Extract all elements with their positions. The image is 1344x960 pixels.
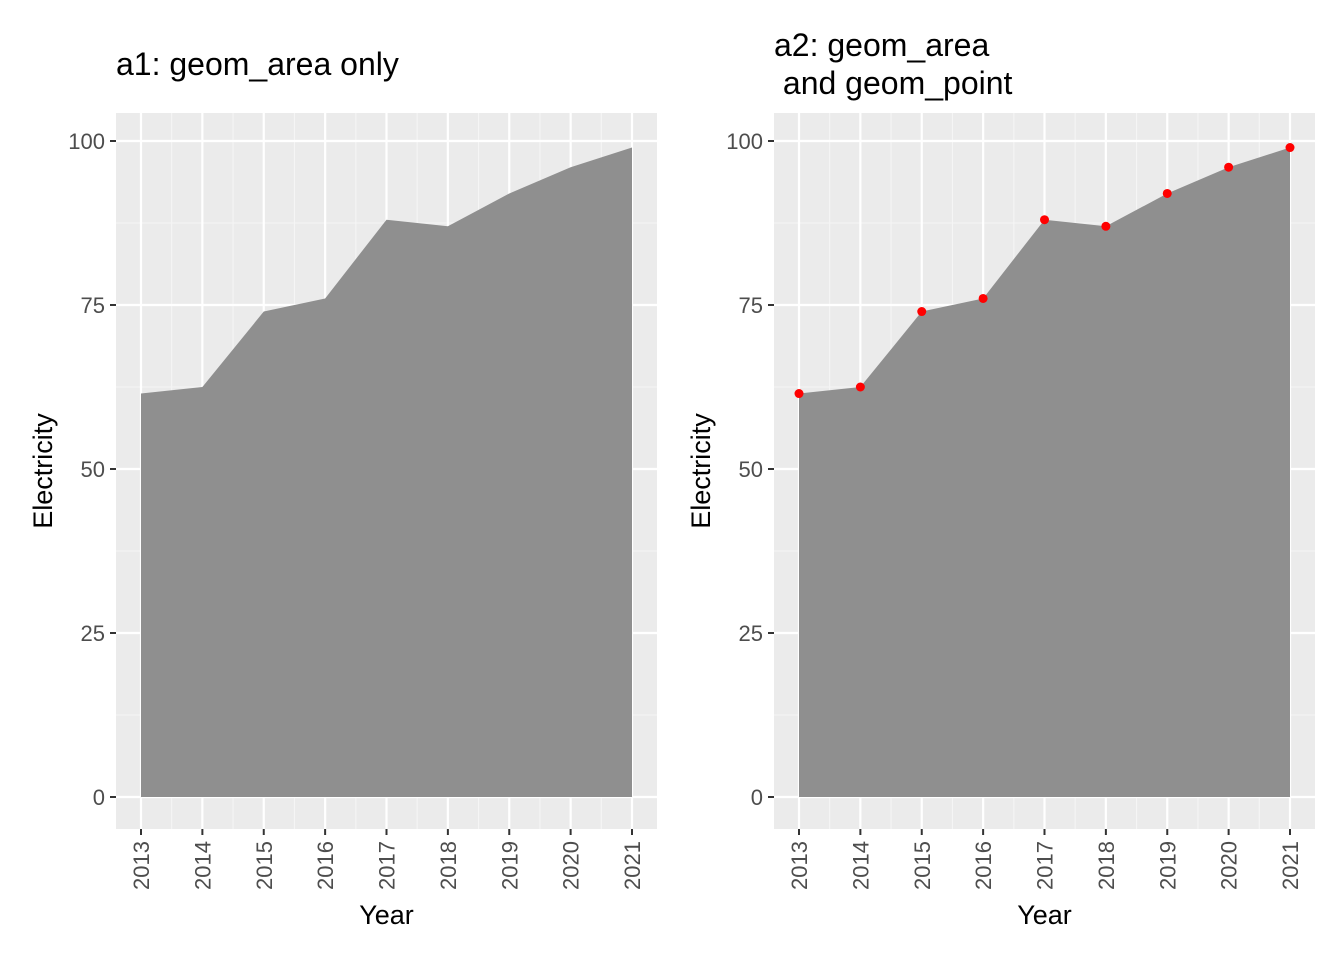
data-point-2017 (1040, 215, 1049, 225)
x-tick-label: 2018 (1094, 841, 1119, 890)
x-axis-title: Year (1017, 900, 1072, 930)
x-tick-label: 2015 (252, 841, 277, 890)
plot-title-line: and geom_point (774, 65, 1013, 101)
x-tick-label: 2021 (620, 841, 645, 890)
plot-title-line: a1: geom_area only (116, 46, 399, 82)
y-tick-label: 25 (81, 621, 105, 646)
x-tick-label: 2019 (497, 841, 522, 890)
x-tick-label: 2015 (910, 841, 935, 890)
data-point-2019 (1162, 188, 1172, 198)
x-tick-label: 2017 (1033, 841, 1058, 890)
x-tick-label: 2018 (436, 841, 461, 890)
x-tick-label: 2016 (971, 841, 996, 890)
x-tick-label: 2014 (848, 841, 873, 890)
y-axis-title: Electricity (686, 413, 716, 529)
x-tick-label: 2016 (313, 841, 338, 890)
chart-panel-a1: 0 25 50 75 100 2013 2014 2015 2016 2017 2018 2019 20… (28, 46, 657, 930)
x-tick-label: 2013 (129, 841, 154, 890)
data-point-2021 (1285, 143, 1295, 153)
data-point-2015 (917, 307, 927, 317)
x-tick-label: 2021 (1278, 841, 1303, 890)
x-tick-label: 2020 (559, 841, 584, 890)
chart-panel-a2: 0 25 50 75 100 2013 2014 2015 2016 2017 2018 2019 20… (686, 27, 1315, 930)
x-tick-label: 2014 (190, 841, 215, 890)
y-tick-label: 0 (93, 785, 105, 810)
plot-title-line: a2: geom_area (774, 27, 989, 63)
x-tick-label: 2013 (787, 841, 812, 890)
y-tick-label: 75 (739, 293, 763, 318)
x-tick-label: 2019 (1155, 841, 1180, 890)
y-tick-label: 50 (739, 457, 763, 482)
y-tick-label: 50 (81, 457, 105, 482)
y-tick-label: 100 (726, 129, 763, 154)
data-point-2013 (794, 389, 804, 399)
y-axis-title: Electricity (28, 413, 58, 529)
x-tick-label: 2017 (375, 841, 400, 890)
area-series (799, 147, 1290, 797)
y-tick-label: 25 (739, 621, 763, 646)
y-tick-label: 100 (68, 129, 105, 154)
plot-title: a2: geom_area and geom_point (774, 27, 1013, 101)
data-point-2020 (1224, 162, 1234, 172)
x-axis-title: Year (359, 900, 414, 930)
data-point-2018 (1101, 221, 1111, 231)
y-tick-label: 75 (81, 293, 105, 318)
y-tick-label: 0 (751, 785, 763, 810)
plot-title: a1: geom_area only (116, 46, 399, 82)
x-tick-label: 2020 (1217, 841, 1242, 890)
area-series (141, 147, 632, 797)
data-point-2014 (855, 382, 865, 392)
data-point-2016 (978, 293, 988, 303)
